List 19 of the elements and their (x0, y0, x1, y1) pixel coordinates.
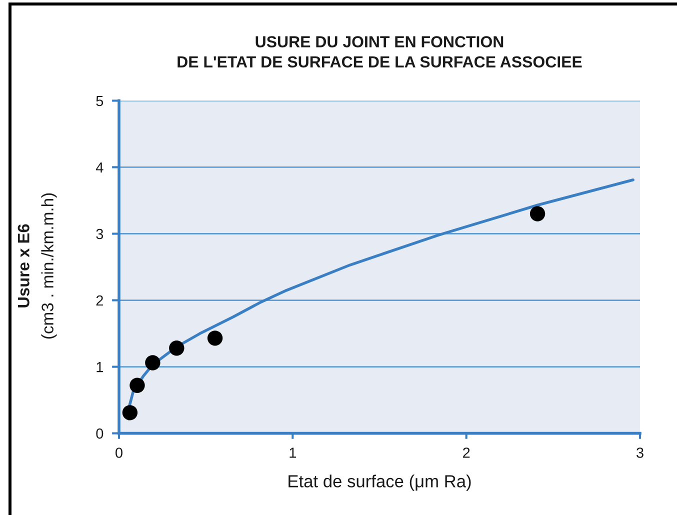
x-axis-title: Etat de surface (μm Ra) (288, 474, 471, 491)
x-tick-label: 2 (463, 448, 470, 458)
y-tick-label: 1 (96, 362, 104, 372)
point (207, 330, 223, 346)
chart-title: USURE DU JOINT EN FONCTION DE L'ETAT DE SURFACE DE LA SURFACE ASSOCIEE (178, 36, 582, 68)
y-tick-label: 4 (96, 162, 104, 173)
y-tick-label: 5 (96, 96, 104, 106)
x-tick-label: 3 (636, 448, 644, 458)
x-tick-label: 0 (116, 448, 122, 458)
point (145, 355, 160, 370)
point (122, 405, 138, 420)
y-tick-label: 3 (96, 228, 104, 240)
x-tick-label: 1 (290, 448, 296, 458)
y-tick-label: 0 (96, 428, 104, 439)
point (530, 206, 546, 222)
y-tick-label: 2 (96, 295, 103, 306)
point (130, 378, 145, 394)
y-axis-title: Usure x E6 (cm3 . min./km.m.h) (18, 193, 57, 339)
point (169, 340, 184, 356)
